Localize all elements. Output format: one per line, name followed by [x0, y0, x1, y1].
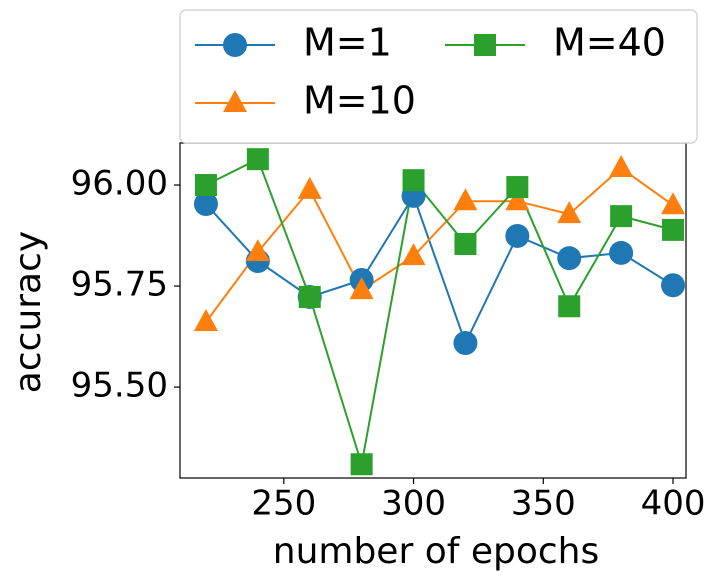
plot-frame — [179, 142, 687, 479]
x-tick-label: 350 — [511, 484, 576, 524]
marker — [505, 223, 530, 248]
y-tick-label: 96.00 — [71, 164, 168, 204]
marker — [661, 273, 686, 298]
marker — [558, 295, 581, 318]
y-tick-label: 95.50 — [71, 366, 168, 406]
marker — [557, 246, 582, 271]
legend-marker — [223, 90, 247, 112]
marker — [402, 169, 425, 192]
marker — [193, 309, 218, 332]
marker — [661, 192, 686, 215]
legend-label: M=40 — [553, 21, 666, 65]
x-tick-label: 400 — [641, 484, 706, 524]
marker — [297, 176, 322, 199]
legend-label: M=10 — [303, 79, 416, 123]
marker — [245, 239, 270, 262]
marker — [194, 174, 217, 197]
marker — [401, 243, 426, 266]
marker — [349, 277, 374, 300]
marker — [453, 331, 478, 356]
marker — [506, 176, 529, 199]
y-axis-label: accuracy — [8, 231, 49, 393]
series-line — [205, 157, 674, 465]
marker — [298, 285, 321, 308]
marker — [246, 148, 269, 171]
legend-box — [179, 9, 698, 144]
marker — [557, 201, 582, 224]
marker — [350, 453, 373, 476]
marker — [662, 218, 685, 241]
x-tick-label: 250 — [251, 484, 316, 524]
series-line — [205, 193, 674, 346]
marker — [610, 205, 633, 228]
marker — [609, 155, 634, 178]
legend-marker — [223, 33, 247, 57]
marker — [193, 192, 218, 217]
series-line — [205, 166, 674, 323]
x-axis-label: number of epochs — [273, 531, 599, 572]
marker — [505, 188, 530, 211]
marker — [454, 233, 477, 256]
legend-label: M=1 — [303, 21, 392, 65]
legend-marker — [474, 34, 496, 56]
marker — [453, 188, 478, 211]
y-tick-label: 95.75 — [71, 265, 168, 305]
x-tick-label: 300 — [381, 484, 446, 524]
marker — [609, 240, 634, 265]
